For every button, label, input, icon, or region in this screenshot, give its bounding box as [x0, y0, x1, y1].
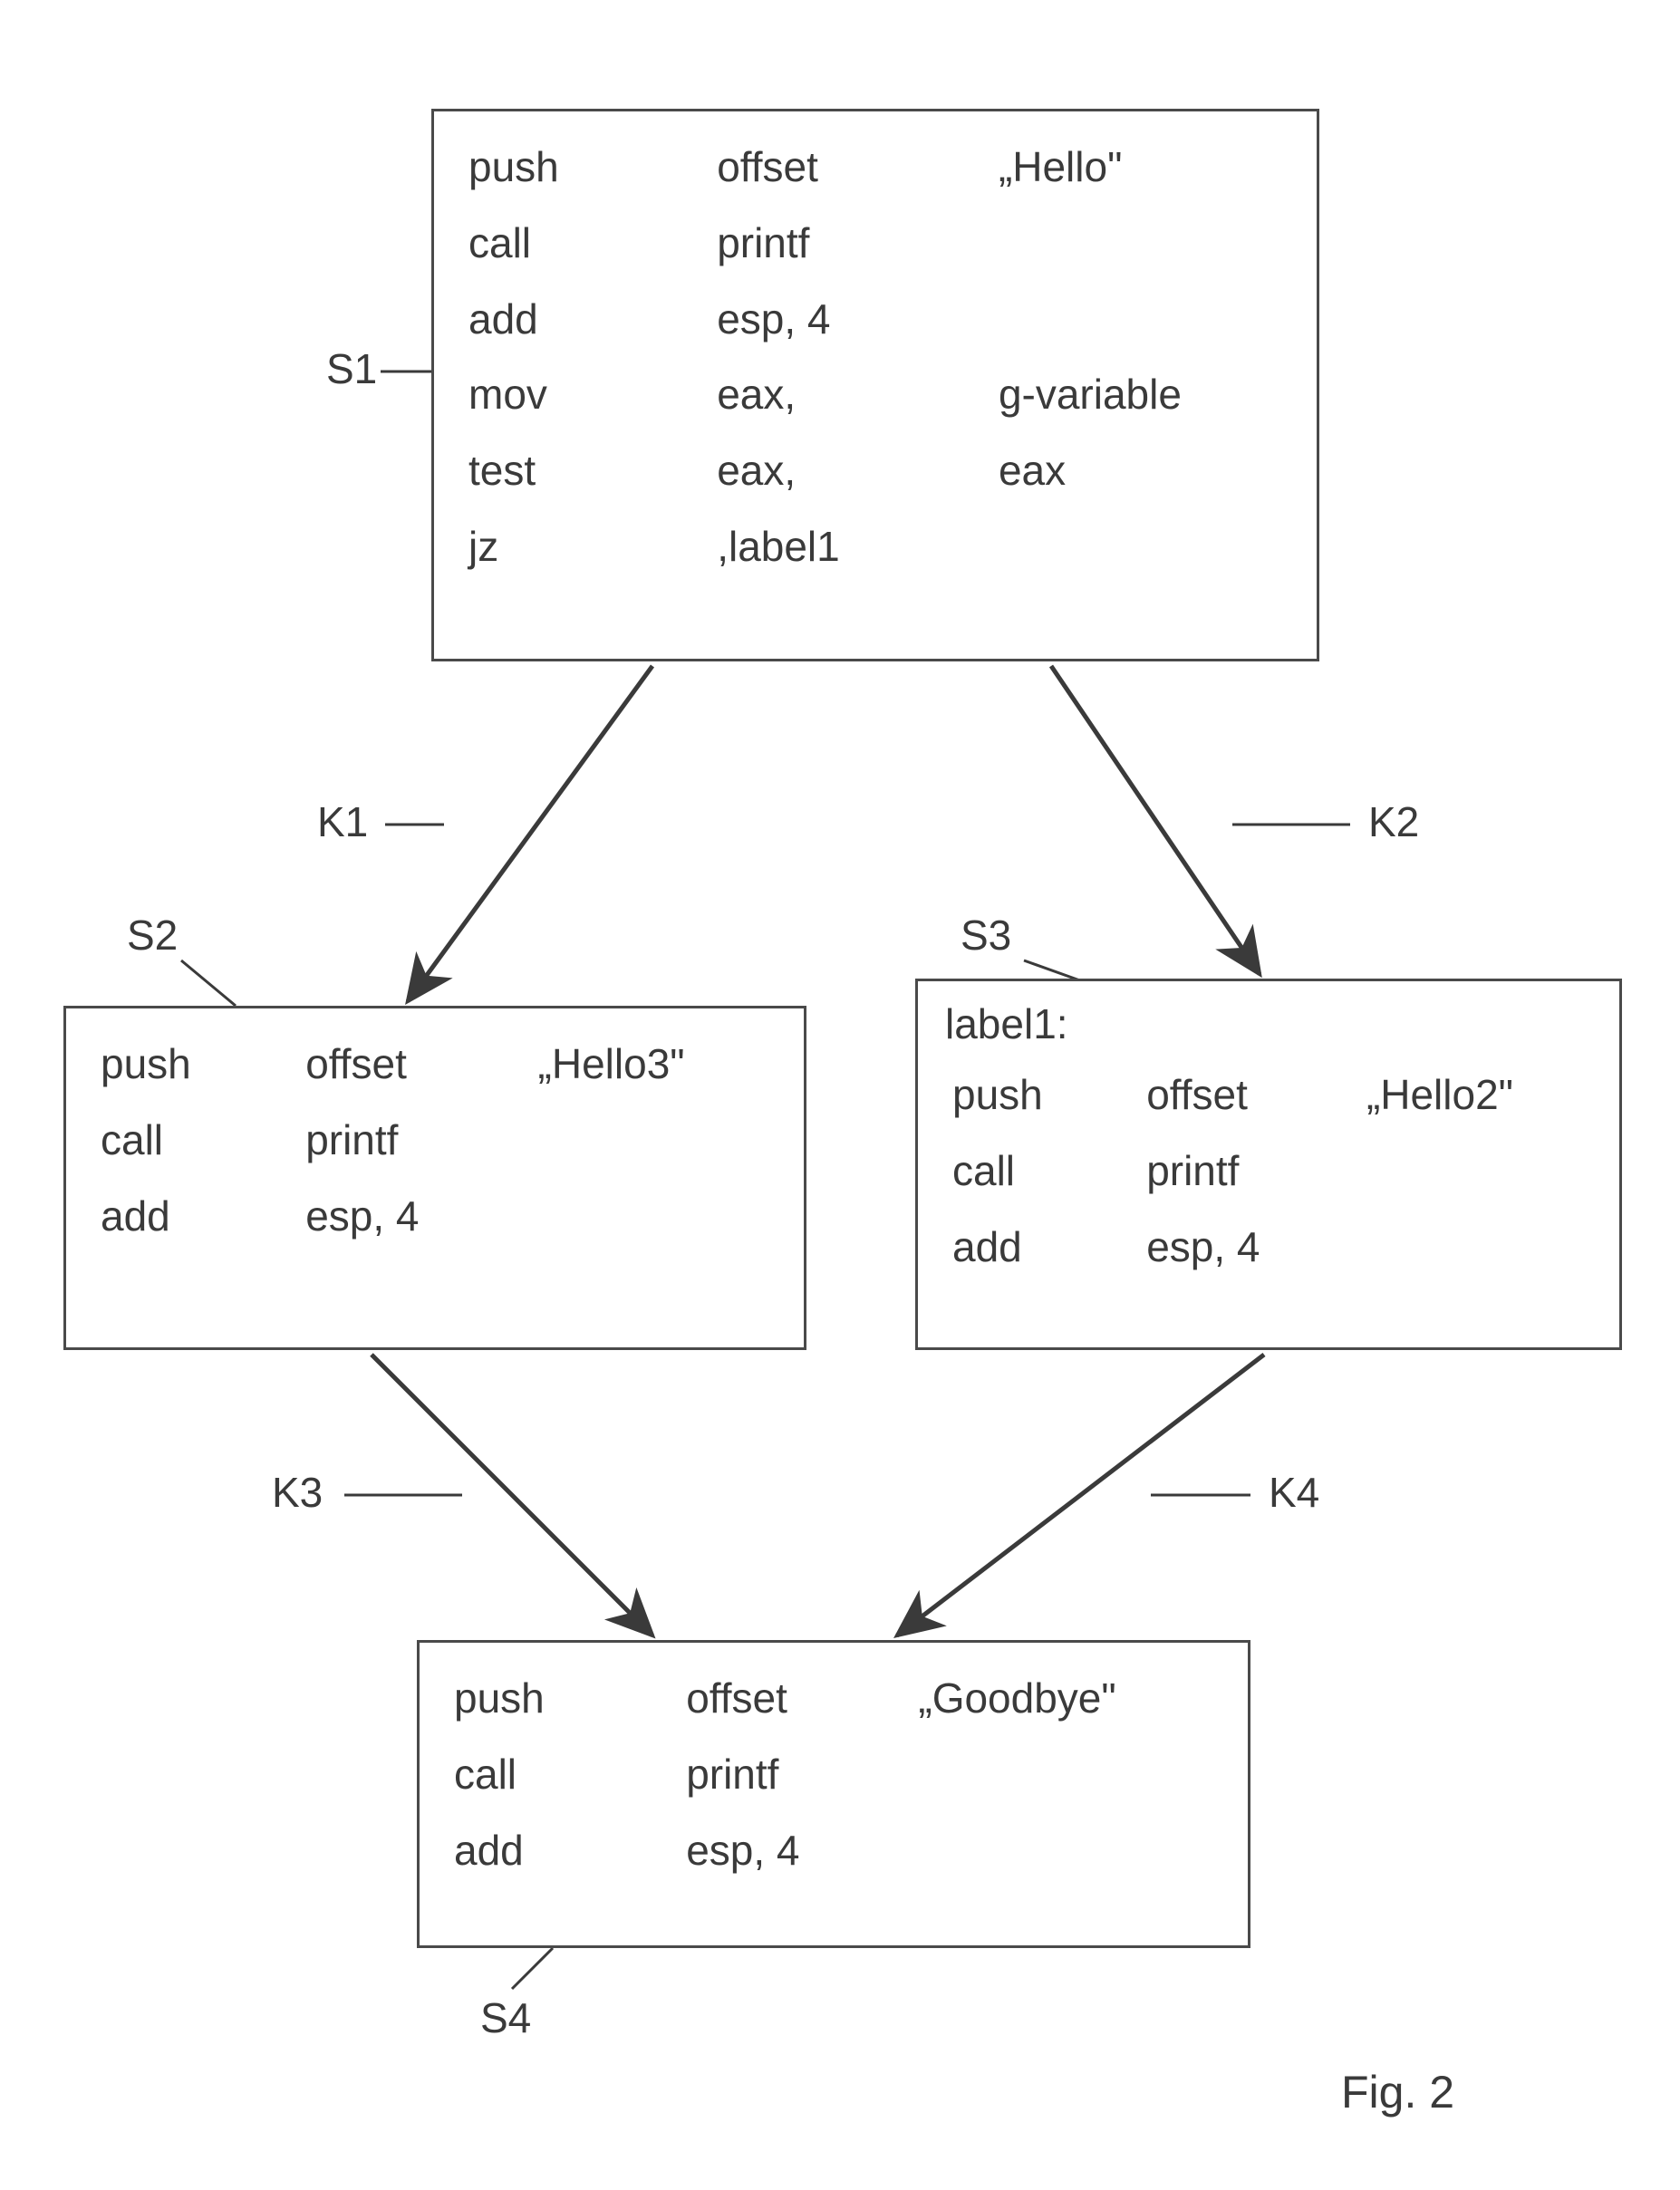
instruction-cell: ,label1: [710, 509, 991, 585]
table-row: pushoffset„Hello": [461, 130, 1289, 206]
instruction-cell: offset: [710, 130, 991, 206]
instruction-cell: mov: [461, 357, 710, 433]
instruction-cell: printf: [298, 1103, 530, 1179]
instruction-cell: call: [461, 206, 710, 282]
edge-k2: [1051, 666, 1260, 974]
instruction-cell: call: [93, 1103, 298, 1179]
node-label-s4: S4: [480, 1993, 531, 2042]
instruction-cell: [991, 282, 1289, 358]
table-row: testeax,eax: [461, 433, 1289, 509]
instruction-cell: „Hello2": [1359, 1057, 1592, 1134]
instruction-cell: [911, 1737, 1221, 1813]
table-row: jz,label1: [461, 509, 1289, 585]
instruction-cell: call: [945, 1134, 1139, 1210]
instruction-cell: printf: [679, 1737, 911, 1813]
edge-k1: [408, 666, 652, 1001]
table-row: addesp, 4: [461, 282, 1289, 358]
table-row: addesp, 4: [93, 1179, 777, 1255]
instruction-cell: „Goodbye": [911, 1661, 1221, 1737]
edge-label-k3: K3: [272, 1468, 323, 1517]
flowchart-diagram: pushoffset„Hello"callprintfaddesp, 4move…: [0, 0, 1680, 2190]
instruction-cell: [1359, 1134, 1592, 1210]
instruction-cell: [991, 509, 1289, 585]
instruction-table: pushoffset„Hello"callprintfaddesp, 4move…: [461, 130, 1289, 585]
node-label-s3: S3: [961, 911, 1011, 960]
instruction-cell: push: [447, 1661, 679, 1737]
table-row: callprintf: [461, 206, 1289, 282]
instruction-cell: add: [461, 282, 710, 358]
instruction-cell: test: [461, 433, 710, 509]
table-row: addesp, 4: [945, 1210, 1592, 1286]
instruction-cell: [991, 206, 1289, 282]
edge-label-k2: K2: [1368, 797, 1419, 846]
instruction-cell: printf: [710, 206, 991, 282]
instruction-cell: add: [945, 1210, 1139, 1286]
node-label-s2: S2: [127, 911, 178, 960]
node-leader-line: [181, 960, 236, 1006]
instruction-cell: esp, 4: [1139, 1210, 1359, 1286]
instruction-cell: jz: [461, 509, 710, 585]
instruction-cell: [531, 1103, 777, 1179]
table-row: pushoffset„Hello3": [93, 1027, 777, 1103]
instruction-cell: add: [93, 1179, 298, 1255]
instruction-table: pushoffset„Goodbye"callprintfaddesp, 4: [447, 1661, 1221, 1888]
node-leader-line: [512, 1948, 553, 1989]
instruction-cell: esp, 4: [679, 1813, 911, 1889]
table-row: addesp, 4: [447, 1813, 1221, 1889]
instruction-cell: eax,: [710, 433, 991, 509]
instruction-cell: eax: [991, 433, 1289, 509]
edge-k4: [897, 1355, 1264, 1635]
instruction-cell: esp, 4: [298, 1179, 530, 1255]
instruction-cell: printf: [1139, 1134, 1359, 1210]
edge-k3: [372, 1355, 652, 1635]
instruction-cell: add: [447, 1813, 679, 1889]
instruction-cell: „Hello": [991, 130, 1289, 206]
instruction-cell: [531, 1179, 777, 1255]
instruction-cell: call: [447, 1737, 679, 1813]
edge-label-k4: K4: [1269, 1468, 1319, 1517]
node-s2: pushoffset„Hello3"callprintfaddesp, 4: [63, 1006, 806, 1350]
instruction-cell: offset: [1139, 1057, 1359, 1134]
figure-caption: Fig. 2: [1341, 2066, 1454, 2118]
edge-label-k1: K1: [317, 797, 368, 846]
table-row: callprintf: [447, 1737, 1221, 1813]
instruction-cell: „Hello3": [531, 1027, 777, 1103]
instruction-table: pushoffset„Hello3"callprintfaddesp, 4: [93, 1027, 777, 1254]
instruction-cell: esp, 4: [710, 282, 991, 358]
instruction-cell: push: [461, 130, 710, 206]
instruction-cell: g-variable: [991, 357, 1289, 433]
table-row: callprintf: [93, 1103, 777, 1179]
instruction-cell: offset: [679, 1661, 911, 1737]
instruction-cell: push: [93, 1027, 298, 1103]
table-row: pushoffset„Goodbye": [447, 1661, 1221, 1737]
table-row: callprintf: [945, 1134, 1592, 1210]
instruction-cell: [1359, 1210, 1592, 1286]
node-prelabel: label1:: [945, 999, 1592, 1057]
node-s3: label1:pushoffset„Hello2"callprintfaddes…: [915, 979, 1622, 1350]
table-row: moveax,g-variable: [461, 357, 1289, 433]
node-s1: pushoffset„Hello"callprintfaddesp, 4move…: [431, 109, 1319, 661]
node-label-s1: S1: [326, 344, 377, 393]
instruction-table: pushoffset„Hello2"callprintfaddesp, 4: [945, 1057, 1592, 1285]
table-row: pushoffset„Hello2": [945, 1057, 1592, 1134]
instruction-cell: eax,: [710, 357, 991, 433]
instruction-cell: push: [945, 1057, 1139, 1134]
node-s4: pushoffset„Goodbye"callprintfaddesp, 4: [417, 1640, 1250, 1948]
instruction-cell: offset: [298, 1027, 530, 1103]
instruction-cell: [911, 1813, 1221, 1889]
